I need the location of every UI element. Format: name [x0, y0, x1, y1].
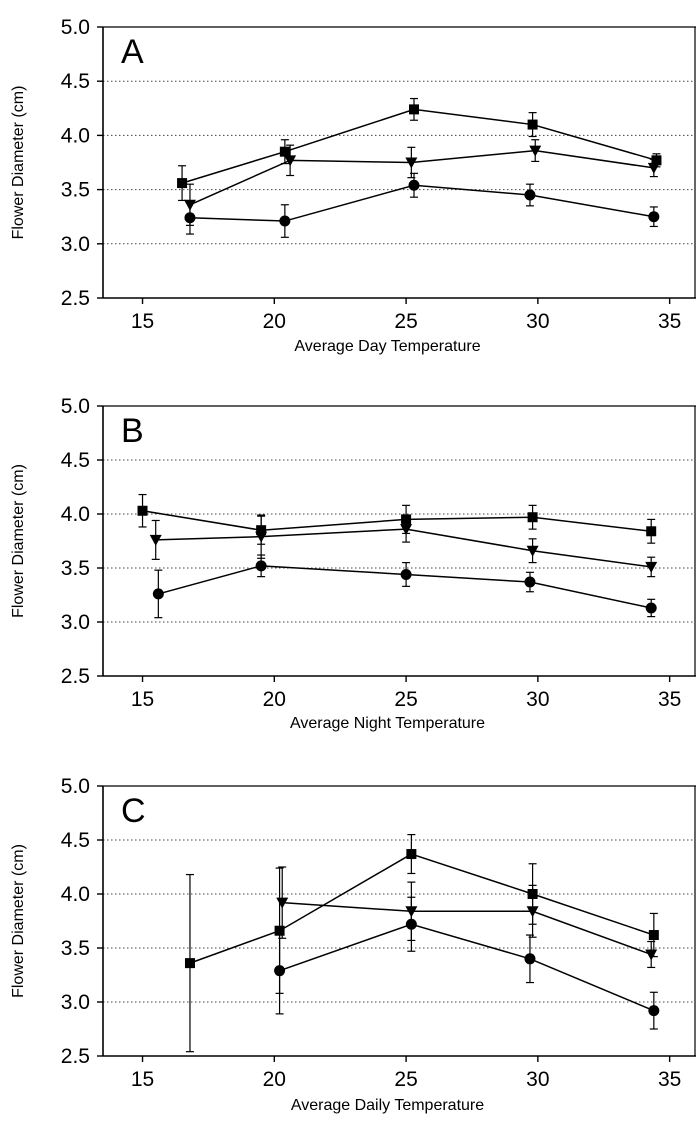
series-line [142, 510, 652, 533]
data-point-triangle [405, 157, 418, 169]
data-point-triangle [526, 906, 539, 918]
data-point-square [137, 505, 148, 516]
data-point-square [406, 849, 417, 860]
data-point-square [408, 104, 419, 115]
x-tick-label: 35 [658, 310, 681, 333]
series-square [184, 833, 659, 1053]
y-tick-label: 5.0 [61, 16, 90, 39]
x-axis-title: Average Night Temperature [290, 715, 485, 732]
data-point-circle [152, 588, 164, 600]
data-point-circle [408, 179, 420, 191]
y-tick-label: 5.0 [61, 775, 90, 798]
data-point-circle [524, 953, 536, 965]
chart-panel-b: 2.5 3.0 3.5 4.0 4.5 5.0 15 20 25 30 35 Average Nigh… [10, 395, 696, 732]
data-point-circle [524, 576, 536, 588]
data-point-circle [645, 602, 657, 614]
data-point-square [651, 155, 662, 166]
chart-panel-c: 2.5 3.0 3.5 4.0 4.5 5.0 15 20 25 30 35 Average Dail… [10, 775, 696, 1114]
y-tick-label: 3.5 [61, 937, 90, 960]
x-tick-label: 35 [658, 688, 681, 711]
data-point-square [279, 146, 290, 157]
x-tick-label: 25 [394, 1068, 417, 1091]
data-point-circle [274, 965, 286, 977]
x-tick-label: 25 [394, 310, 417, 333]
y-tick-label: 2.5 [61, 287, 90, 310]
data-point-square [527, 119, 538, 130]
series-line [181, 108, 657, 184]
data-point-square [184, 958, 195, 969]
series-line [279, 923, 655, 1012]
y-tick-label: 3.5 [61, 557, 90, 580]
data-point-triangle [645, 561, 658, 573]
panel-label: A [121, 33, 144, 71]
y-tick-label: 4.5 [61, 70, 90, 93]
data-point-square [648, 930, 659, 941]
data-point-circle [405, 918, 417, 930]
x-tick-label: 30 [526, 310, 549, 333]
series-square [137, 493, 657, 545]
data-point-square [177, 178, 188, 189]
data-point-triangle [255, 531, 268, 543]
chart-panel-a: 2.5 3.0 3.5 4.0 4.5 5.0 15 20 25 30 35 Average Day … [10, 16, 696, 355]
x-tick-label: 30 [526, 688, 549, 711]
data-point-square [527, 512, 538, 523]
x-tick-label: 25 [394, 688, 417, 711]
x-tick-label: 35 [658, 1068, 681, 1091]
data-point-circle [648, 1005, 660, 1017]
x-axis-title: Average Day Temperature [294, 338, 480, 355]
data-point-triangle [284, 155, 297, 167]
series-circle [152, 554, 657, 619]
data-point-triangle [645, 949, 658, 961]
y-tick-label: 4.0 [61, 124, 90, 147]
series-line [155, 528, 652, 568]
x-tick-label: 30 [526, 1068, 549, 1091]
data-point-triangle [647, 162, 660, 174]
series-triangle-down [149, 514, 658, 578]
series-line [189, 853, 655, 964]
data-point-triangle [400, 524, 413, 536]
data-point-square [646, 526, 657, 537]
x-tick-label: 15 [131, 1068, 154, 1091]
y-tick-label: 3.0 [61, 233, 90, 256]
data-point-triangle [526, 545, 539, 557]
y-tick-label: 4.0 [61, 503, 90, 526]
data-point-circle [255, 560, 267, 572]
y-tick-label: 2.5 [61, 665, 90, 688]
y-tick-label: 4.0 [61, 883, 90, 906]
series-triangle-down [183, 139, 660, 226]
y-tick-label: 5.0 [61, 395, 90, 418]
data-point-circle [400, 568, 412, 580]
data-point-circle [648, 211, 660, 223]
data-point-circle [524, 189, 536, 201]
y-axis-title: Flower Diameter (cm) [10, 464, 27, 618]
data-point-circle [184, 212, 196, 224]
x-tick-label: 15 [131, 688, 154, 711]
y-tick-label: 3.0 [61, 611, 90, 634]
x-tick-label: 20 [263, 310, 286, 333]
y-tick-label: 2.5 [61, 1045, 90, 1068]
data-point-triangle [276, 897, 289, 909]
data-point-triangle [529, 145, 542, 157]
series-line [282, 901, 652, 956]
y-tick-label: 4.5 [61, 449, 90, 472]
x-tick-label: 20 [263, 1068, 286, 1091]
panel-label: C [121, 792, 146, 830]
data-point-circle [279, 215, 291, 227]
data-point-triangle [149, 534, 162, 546]
series-circle [274, 896, 660, 1030]
y-tick-label: 4.5 [61, 829, 90, 852]
x-axis-title: Average Daily Temperature [291, 1097, 484, 1114]
y-axis-title: Flower Diameter (cm) [10, 86, 27, 240]
panel-label: B [121, 412, 144, 450]
y-tick-label: 3.0 [61, 991, 90, 1014]
x-tick-label: 15 [131, 310, 154, 333]
series-line [189, 184, 654, 222]
y-tick-label: 3.5 [61, 179, 90, 202]
series-circle [184, 172, 660, 238]
y-axis-title: Flower Diameter (cm) [10, 844, 27, 998]
x-tick-label: 20 [263, 688, 286, 711]
